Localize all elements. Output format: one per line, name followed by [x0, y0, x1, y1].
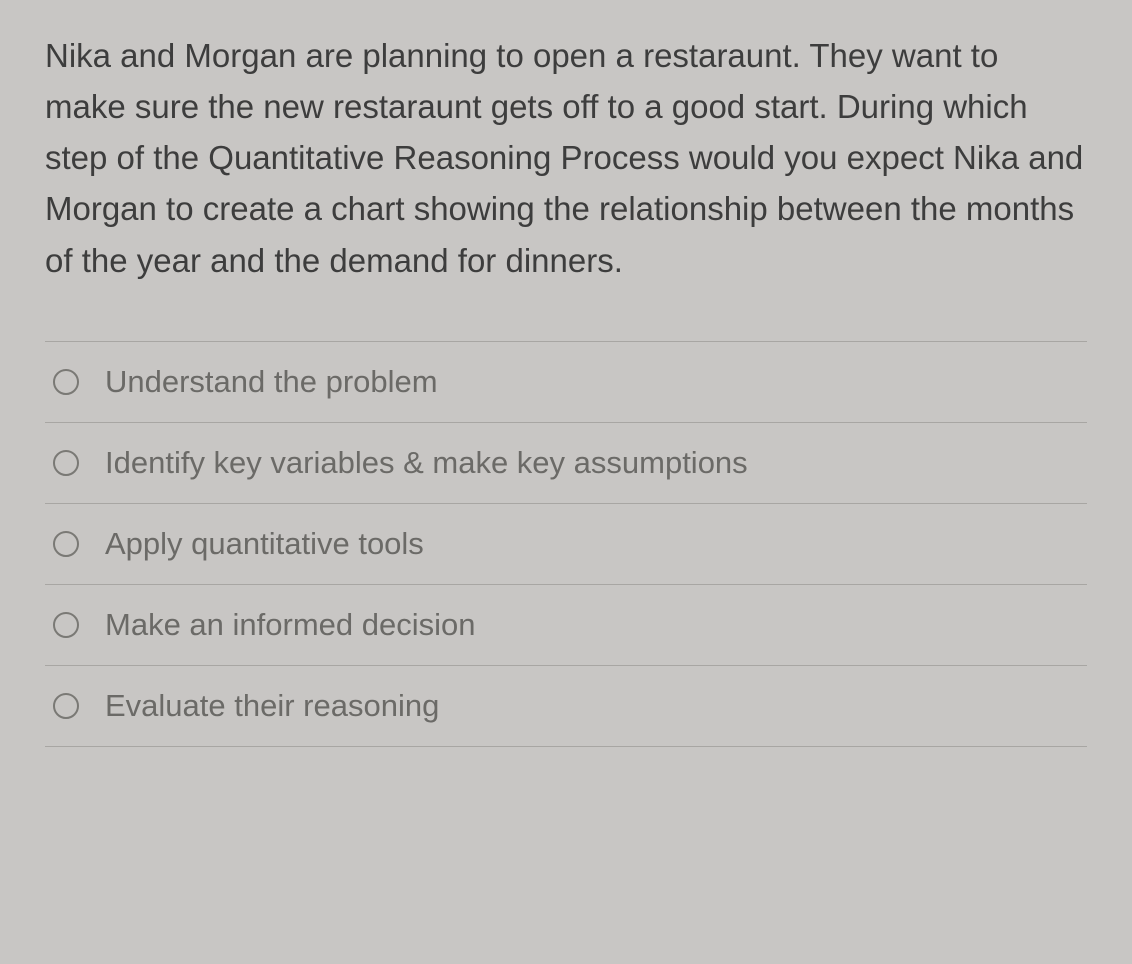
- radio-icon[interactable]: [53, 693, 79, 719]
- radio-icon[interactable]: [53, 612, 79, 638]
- question-prompt: Nika and Morgan are planning to open a r…: [45, 30, 1087, 286]
- option-row[interactable]: Identify key variables & make key assump…: [45, 422, 1087, 503]
- option-row[interactable]: Evaluate their reasoning: [45, 665, 1087, 747]
- option-label: Apply quantitative tools: [105, 526, 424, 562]
- option-label: Evaluate their reasoning: [105, 688, 439, 724]
- option-label: Understand the problem: [105, 364, 438, 400]
- option-row[interactable]: Apply quantitative tools: [45, 503, 1087, 584]
- option-label: Identify key variables & make key assump…: [105, 445, 748, 481]
- option-label: Make an informed decision: [105, 607, 475, 643]
- radio-icon[interactable]: [53, 531, 79, 557]
- options-list: Understand the problem Identify key vari…: [45, 341, 1087, 747]
- option-row[interactable]: Make an informed decision: [45, 584, 1087, 665]
- option-row[interactable]: Understand the problem: [45, 341, 1087, 422]
- radio-icon[interactable]: [53, 450, 79, 476]
- radio-icon[interactable]: [53, 369, 79, 395]
